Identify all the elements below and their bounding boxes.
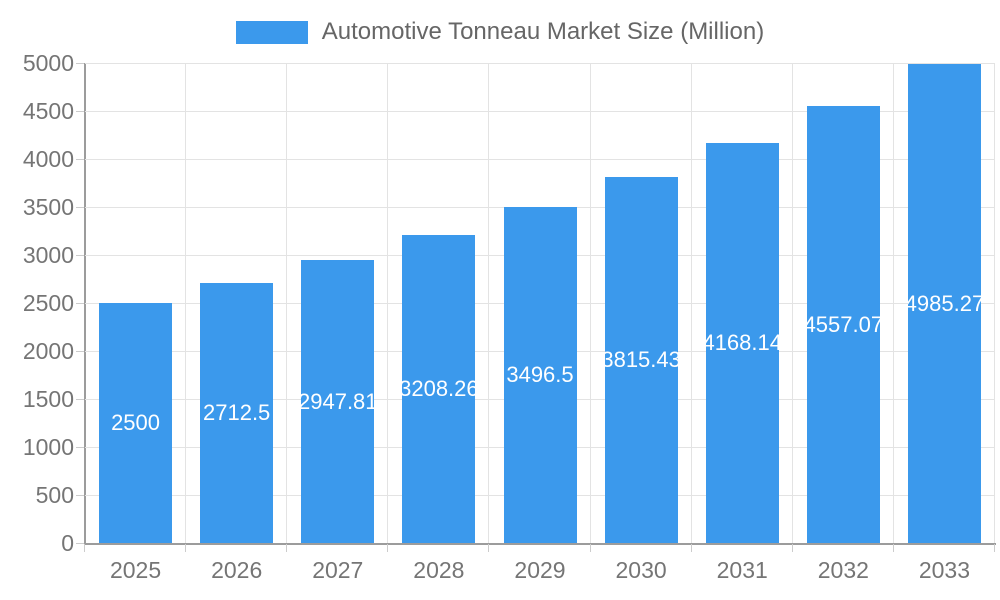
bar-2026[interactable]: 2712.5 xyxy=(200,283,274,543)
gridline-horizontal-5000 xyxy=(85,63,995,64)
x-axis-tick-9 xyxy=(994,544,995,552)
x-tick-label-2026: 2026 xyxy=(211,557,263,583)
bar-value-label-2030: 3815.43 xyxy=(604,347,678,372)
x-tick-label-2030: 2030 xyxy=(615,557,667,583)
y-axis-tick-4000 xyxy=(76,159,84,160)
x-tick-label-2031: 2031 xyxy=(716,557,768,583)
y-axis-tick-3500 xyxy=(76,207,84,208)
y-axis-tick-1500 xyxy=(76,399,84,400)
bar-value-label-2033: 4985.27 xyxy=(907,290,981,316)
bar-2031[interactable]: 4168.14 xyxy=(705,143,779,543)
y-tick-label-3500: 3500 xyxy=(22,194,74,220)
y-tick-label-4000: 4000 xyxy=(22,146,74,172)
bar-value-label-2027: 2947.81 xyxy=(301,388,375,414)
legend-item-market-size[interactable]: Automotive Tonneau Market Size (Million) xyxy=(235,18,765,46)
x-axis-tick-1 xyxy=(185,544,187,552)
gridline-vertical-2 xyxy=(286,63,288,543)
y-axis-tick-2500 xyxy=(76,303,84,304)
x-axis-tick-8 xyxy=(892,544,894,552)
y-tick-label-1500: 1500 xyxy=(22,386,74,412)
y-axis-tick-4500 xyxy=(76,111,84,112)
x-axis-tick-6 xyxy=(690,544,692,552)
bar-2027[interactable]: 2947.81 xyxy=(301,260,375,543)
x-tick-label-2032: 2032 xyxy=(817,557,869,583)
y-tick-label-1000: 1000 xyxy=(22,434,74,460)
x-axis-tick-3 xyxy=(387,544,389,552)
chart-legend: Automotive Tonneau Market Size (Million) xyxy=(0,18,1000,46)
y-axis-tick-5000 xyxy=(76,63,84,64)
legend-swatch-icon xyxy=(235,20,308,44)
y-tick-label-2500: 2500 xyxy=(22,290,74,316)
bar-2032[interactable]: 4557.07 xyxy=(806,106,880,543)
bar-value-label-2031: 4168.14 xyxy=(705,330,779,355)
bar-2033[interactable]: 4985.27 xyxy=(907,64,981,543)
x-tick-label-2028: 2028 xyxy=(413,557,465,583)
x-axis-line xyxy=(84,543,996,545)
bar-value-label-2029: 3496.5 xyxy=(506,362,574,387)
bar-value-label-2025: 2500 xyxy=(111,410,161,435)
y-tick-label-0: 0 xyxy=(61,530,74,556)
legend-label: Automotive Tonneau Market Size (Million) xyxy=(321,18,765,45)
y-tick-label-4500: 4500 xyxy=(22,98,74,124)
gridline-vertical-6 xyxy=(690,63,692,543)
x-axis-tick-0 xyxy=(84,544,85,552)
y-axis-tick-1000 xyxy=(76,447,84,448)
gridline-vertical-8 xyxy=(892,63,894,543)
gridline-vertical-5 xyxy=(589,63,591,543)
bar-value-label-2028: 3208.26 xyxy=(402,376,476,401)
y-axis-tick-2000 xyxy=(76,351,84,352)
x-tick-label-2027: 2027 xyxy=(312,557,364,583)
x-tick-label-2025: 2025 xyxy=(109,557,162,583)
gridline-vertical-7 xyxy=(791,63,793,543)
bar-2025[interactable]: 2500 xyxy=(99,303,173,543)
x-axis-tick-4 xyxy=(488,544,490,552)
y-tick-label-2000: 2000 xyxy=(22,338,74,364)
y-axis-tick-3000 xyxy=(76,255,84,256)
gridline-horizontal-4000 xyxy=(85,159,995,160)
y-tick-label-500: 500 xyxy=(35,482,74,508)
y-axis-tick-500 xyxy=(76,495,84,496)
plot-area: 2500 2712.5 2947.81 3208.26 3496.5 3815.43 416… xyxy=(76,63,995,552)
gridline-vertical-4 xyxy=(488,63,490,543)
gridline-vertical-3 xyxy=(387,63,389,543)
bar-2028[interactable]: 3208.26 xyxy=(402,235,476,543)
x-axis-tick-7 xyxy=(791,544,793,552)
y-tick-label-3000: 3000 xyxy=(22,242,74,268)
bar-2029[interactable]: 3496.5 xyxy=(503,207,577,543)
bar-2030[interactable]: 3815.43 xyxy=(604,177,678,543)
bar-value-label-2026: 2712.5 xyxy=(203,400,271,425)
y-axis-line xyxy=(84,63,86,545)
x-axis-tick-2 xyxy=(286,544,288,552)
x-tick-label-2033: 2033 xyxy=(918,557,971,583)
gridline-vertical-1 xyxy=(185,63,187,543)
y-axis-tick-0 xyxy=(76,543,84,544)
gridline-vertical-9 xyxy=(994,63,995,543)
y-tick-label-5000: 5000 xyxy=(22,50,74,76)
x-axis-tick-5 xyxy=(589,544,591,552)
x-tick-label-2029: 2029 xyxy=(514,557,566,583)
gridline-horizontal-4500 xyxy=(85,111,995,112)
bar-value-label-2032: 4557.07 xyxy=(806,311,880,337)
